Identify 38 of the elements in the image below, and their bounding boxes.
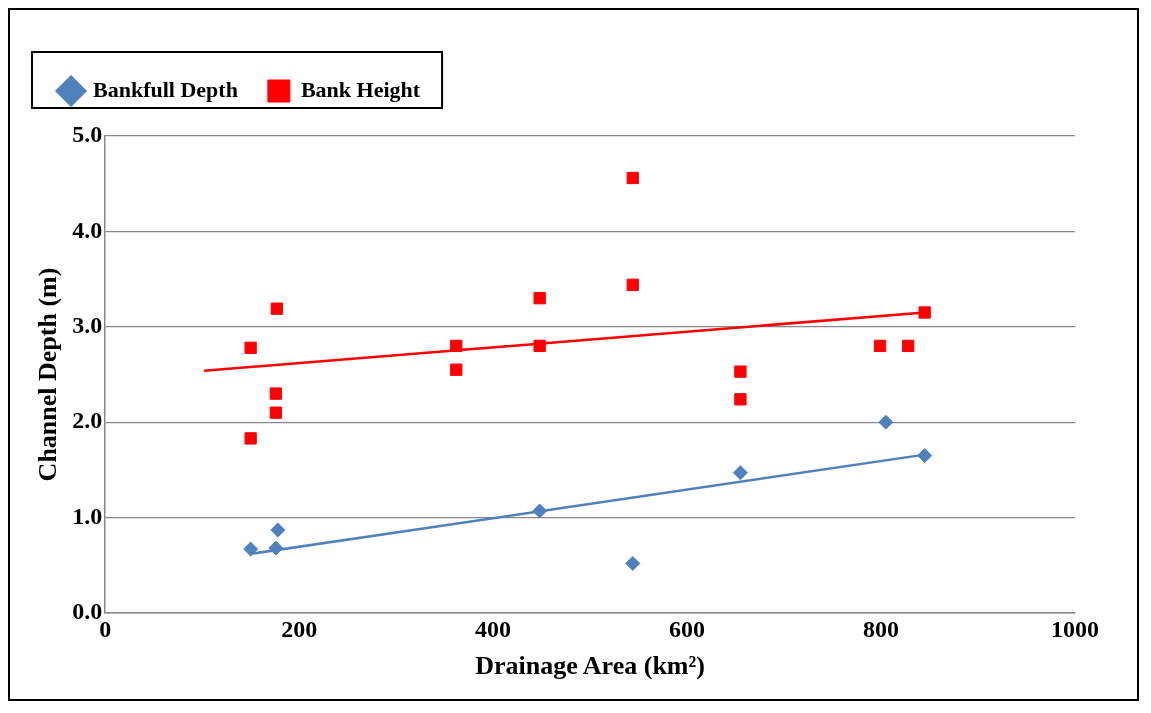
point: [268, 540, 284, 556]
point: [734, 393, 747, 406]
x-tick-label: 200: [281, 615, 318, 642]
point: [269, 387, 283, 400]
point: [533, 339, 546, 353]
y-tick-label: 2.0: [72, 407, 103, 434]
point: [626, 171, 639, 185]
point: [532, 503, 548, 519]
legend-label: Bankfull Depth: [93, 76, 238, 102]
x-tick-label: 400: [475, 615, 512, 642]
point: [270, 522, 286, 538]
point: [626, 278, 639, 291]
y-tick-label: 4.0: [72, 216, 103, 243]
x-axis-title: Drainage Area (km²): [475, 651, 705, 681]
point: [450, 339, 463, 353]
x-tick-label: 600: [669, 615, 706, 642]
point: [269, 406, 283, 419]
point: [625, 555, 641, 571]
y-tick-label: 1.0: [72, 502, 103, 529]
x-tick-label: 800: [863, 615, 900, 642]
point: [450, 363, 463, 376]
point: [533, 292, 546, 305]
point: [917, 448, 933, 464]
point: [873, 339, 887, 353]
point: [244, 341, 257, 354]
point: [918, 306, 931, 319]
legend-label: Bank Height: [300, 76, 421, 102]
y-tick-label: 5.0: [72, 121, 103, 148]
point: [270, 302, 284, 315]
y-axis-title: Channel Depth (m): [33, 267, 63, 482]
point: [244, 432, 257, 445]
x-tick-label: 1000: [1051, 615, 1099, 642]
point: [732, 465, 748, 481]
y-tick-label: 3.0: [72, 312, 103, 338]
point: [243, 541, 259, 557]
point: [902, 339, 915, 353]
point: [878, 414, 894, 430]
point: [734, 365, 747, 378]
